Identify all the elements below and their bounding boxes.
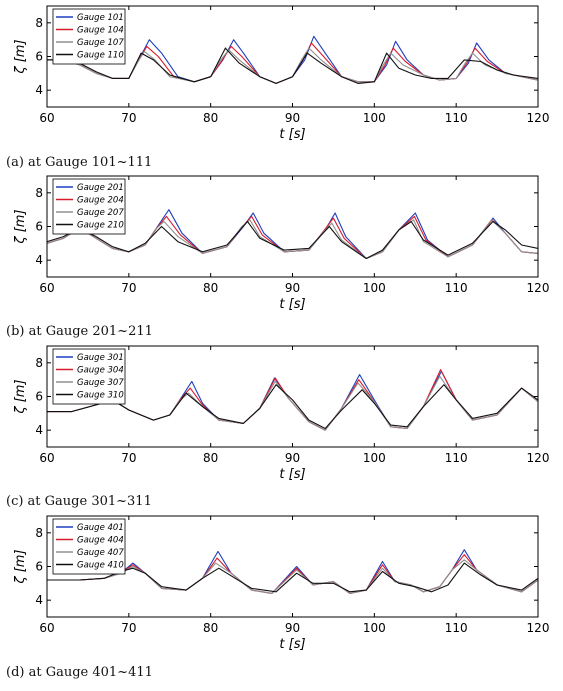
y-tick-label: 8 <box>35 356 43 370</box>
legend-label: Gauge 307 <box>77 378 124 388</box>
x-tick-label: 120 <box>527 281 550 295</box>
x-axis-label: t [s] <box>279 127 305 142</box>
legend-label: Gauge 301 <box>77 353 124 363</box>
y-tick-label: 6 <box>35 50 43 64</box>
y-axis-label: ζ [m] <box>13 549 28 584</box>
x-tick-label: 80 <box>203 111 218 125</box>
x-tick-label: 80 <box>203 621 218 635</box>
y-tick-label: 6 <box>35 220 43 234</box>
x-tick-label: 90 <box>285 451 300 465</box>
x-axis-label: t [s] <box>279 467 305 482</box>
x-tick-label: 110 <box>445 281 468 295</box>
legend-label: Gauge 410 <box>77 561 124 571</box>
legend-label: Gauge 304 <box>77 366 124 376</box>
x-tick-label: 70 <box>121 281 136 295</box>
x-tick-label: 90 <box>285 621 300 635</box>
legend-label: Gauge 207 <box>77 208 124 218</box>
legend-label: Gauge 107 <box>77 38 124 48</box>
x-tick-label: 80 <box>203 281 218 295</box>
x-axis-label: t [s] <box>279 637 305 652</box>
series-line-gauge-107 <box>47 47 539 84</box>
y-tick-label: 4 <box>35 83 43 97</box>
x-tick-label: 60 <box>39 281 54 295</box>
panel-0: 60 70 80 90 100 110 120 4 6 8 t [s] ζ [m] Gauge 101 G… <box>13 5 550 142</box>
caption-a: (a) at Gauge 101~111 <box>6 155 153 170</box>
panel-1: 60 70 80 90 100 110 120 4 6 8 t [s] ζ [m] Gauge 201 G… <box>13 175 550 312</box>
legend-label: Gauge 201 <box>77 183 124 193</box>
x-tick-label: 60 <box>39 111 54 125</box>
series-line-gauge-310 <box>47 384 539 430</box>
x-tick-label: 80 <box>203 451 218 465</box>
x-tick-label: 110 <box>445 111 468 125</box>
legend-label: Gauge 210 <box>77 221 124 231</box>
x-tick-label: 60 <box>39 621 54 635</box>
x-tick-label: 100 <box>363 621 386 635</box>
x-tick-label: 60 <box>39 451 54 465</box>
x-tick-label: 120 <box>527 621 550 635</box>
x-tick-label: 100 <box>363 451 386 465</box>
x-tick-label: 90 <box>285 111 300 125</box>
legend-label: Gauge 101 <box>77 13 124 23</box>
x-tick-label: 70 <box>121 621 136 635</box>
y-axis-label: ζ [m] <box>13 209 28 244</box>
y-tick-label: 8 <box>35 186 43 200</box>
legend-label: Gauge 407 <box>77 548 124 558</box>
caption-d: (d) at Gauge 401~411 <box>6 665 153 680</box>
y-tick-label: 6 <box>35 390 43 404</box>
series-line-gauge-110 <box>47 47 539 84</box>
x-tick-label: 110 <box>445 621 468 635</box>
series-line-gauge-210 <box>46 220 539 260</box>
x-tick-label: 70 <box>121 111 136 125</box>
x-tick-label: 100 <box>363 111 386 125</box>
caption-b: (b) at Gauge 201~211 <box>6 324 153 339</box>
x-tick-label: 120 <box>527 451 550 465</box>
legend-label: Gauge 310 <box>77 391 124 401</box>
y-tick-label: 8 <box>35 526 43 540</box>
x-tick-label: 90 <box>285 281 300 295</box>
series-line-gauge-410 <box>47 562 539 593</box>
caption-c: (c) at Gauge 301~311 <box>6 494 152 509</box>
legend-label: Gauge 110 <box>77 51 124 61</box>
legend-label: Gauge 104 <box>77 26 124 36</box>
x-tick-label: 120 <box>527 111 550 125</box>
legend-label: Gauge 404 <box>77 536 124 546</box>
legend-label: Gauge 401 <box>77 523 124 533</box>
x-tick-label: 100 <box>363 281 386 295</box>
x-tick-label: 70 <box>121 451 136 465</box>
y-tick-label: 4 <box>35 593 43 607</box>
y-tick-label: 8 <box>35 16 43 30</box>
legend-label: Gauge 204 <box>77 196 124 206</box>
y-tick-label: 4 <box>35 423 43 437</box>
y-axis-label: ζ [m] <box>13 39 28 74</box>
y-tick-label: 6 <box>35 560 43 574</box>
y-tick-label: 4 <box>35 253 43 267</box>
x-tick-label: 110 <box>445 451 468 465</box>
panel-2: 60 70 80 90 100 110 120 4 6 8 t [s] ζ [m] Gauge 301 G… <box>13 345 550 482</box>
y-axis-label: ζ [m] <box>13 379 28 414</box>
panel-3: 60 70 80 90 100 110 120 4 6 8 t [s] ζ [m] Gauge 401 G… <box>13 515 550 652</box>
x-axis-label: t [s] <box>279 297 305 312</box>
